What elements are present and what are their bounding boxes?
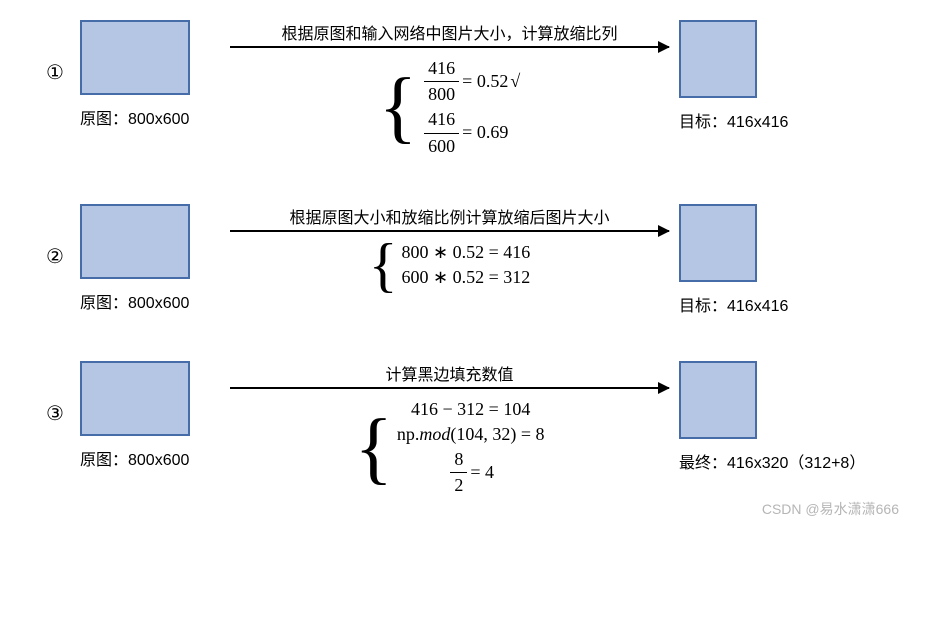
eq-line: 800 ∗ 0.52 = 416 — [402, 240, 531, 265]
eq-line: 82 = 4 — [447, 447, 494, 498]
target-col: 最终：416x320（312+8） — [679, 361, 899, 473]
arrow-title: 根据原图大小和放缩比例计算放缩后图片大小 — [289, 204, 609, 228]
step-row-3: ③ 原图：800x600 计算黑边填充数值 { 416 − 312 = 104 … — [30, 361, 899, 499]
target-col: 目标：416x416 — [679, 20, 899, 132]
eq-line: np. mod(104, 32) = 8 — [397, 422, 545, 447]
arrow-col: 根据原图和输入网络中图片大小，计算放缩比列 { 416800 = 0.52√ 4… — [220, 20, 679, 159]
formula: { 416800 = 0.52√ 416600 = 0.69 — [379, 56, 520, 159]
target-box — [679, 20, 757, 98]
target-caption: 目标：416x416 — [679, 292, 788, 316]
source-box — [80, 20, 190, 95]
step-row-2: ② 原图：800x600 根据原图大小和放缩比例计算放缩后图片大小 { 800 … — [30, 204, 899, 316]
target-caption: 目标：416x416 — [679, 108, 788, 132]
eq-line: 416 − 312 = 104 — [411, 397, 530, 422]
target-col: 目标：416x416 — [679, 204, 899, 316]
target-box — [679, 204, 757, 282]
target-caption: 最终：416x320（312+8） — [679, 449, 865, 473]
source-caption: 原图：800x600 — [80, 105, 189, 129]
arrow-icon — [230, 387, 669, 389]
arrow-col: 根据原图大小和放缩比例计算放缩后图片大小 { 800 ∗ 0.52 = 416 … — [220, 204, 679, 290]
step-number: ③ — [30, 361, 80, 426]
watermark: CSDN @易水潇潇666 — [762, 499, 899, 519]
step-number: ② — [30, 204, 80, 269]
eq-line: 416600 = 0.69 — [421, 107, 520, 158]
brace-icon: { — [379, 75, 417, 139]
arrow-icon — [230, 230, 669, 232]
brace-icon: { — [369, 241, 398, 289]
eq-line: 600 ∗ 0.52 = 312 — [402, 265, 531, 290]
step-row-1: ① 原图：800x600 根据原图和输入网络中图片大小，计算放缩比列 { 416… — [30, 20, 899, 159]
arrow-title: 根据原图和输入网络中图片大小，计算放缩比列 — [281, 20, 617, 44]
source-col: 原图：800x600 — [80, 361, 220, 470]
arrow-icon — [230, 46, 669, 48]
step-number: ① — [30, 20, 80, 85]
arrow-title: 计算黑边填充数值 — [385, 361, 513, 385]
source-col: 原图：800x600 — [80, 20, 220, 129]
eq-line: 416800 = 0.52√ — [421, 56, 520, 107]
source-caption: 原图：800x600 — [80, 446, 189, 470]
formula: { 800 ∗ 0.52 = 416 600 ∗ 0.52 = 312 — [369, 240, 531, 290]
brace-icon: { — [354, 416, 392, 480]
source-caption: 原图：800x600 — [80, 289, 189, 313]
source-box — [80, 204, 190, 279]
arrow-col: 计算黑边填充数值 { 416 − 312 = 104 np. mod(104, … — [220, 361, 679, 499]
target-box — [679, 361, 757, 439]
formula: { 416 − 312 = 104 np. mod(104, 32) = 8 8… — [354, 397, 544, 499]
source-box — [80, 361, 190, 436]
source-col: 原图：800x600 — [80, 204, 220, 313]
